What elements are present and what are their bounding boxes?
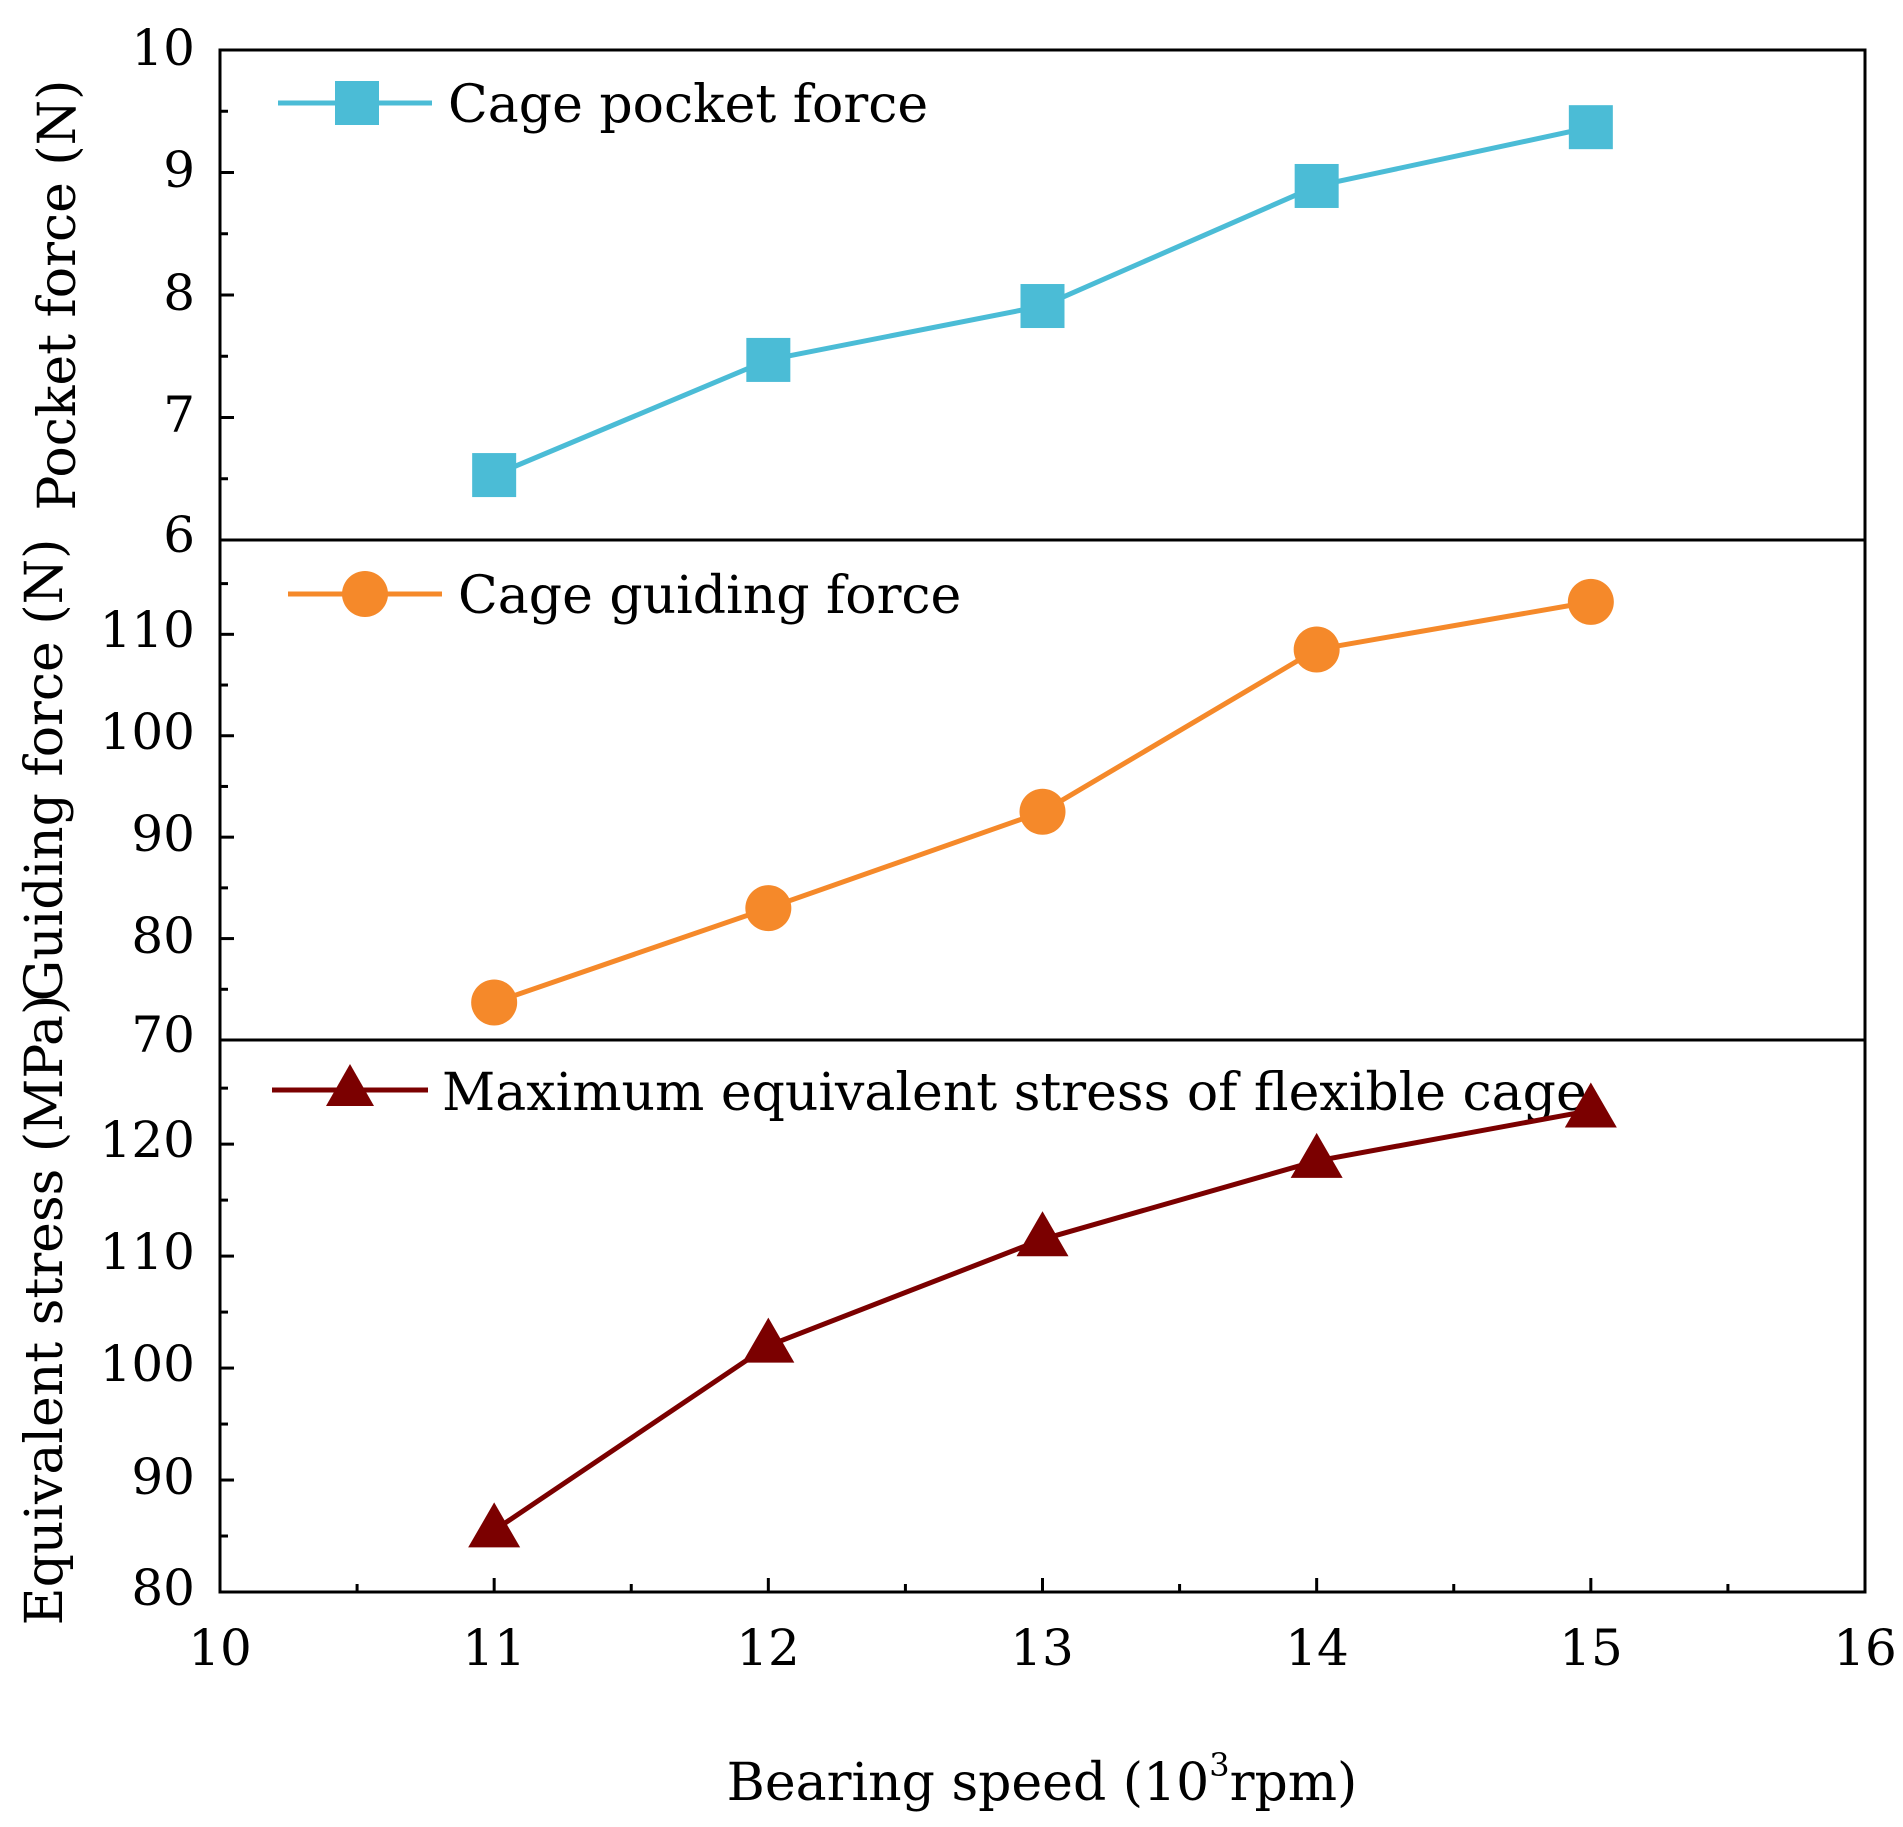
x-tick-label: 16 xyxy=(1833,1619,1897,1677)
y-tick-labels: 110 100 90 80 70 xyxy=(100,601,195,1064)
legend-label: Cage pocket force xyxy=(448,75,928,135)
series-guiding-force xyxy=(471,578,1614,1026)
legend-label: Cage guiding force xyxy=(458,566,961,626)
y-ticks xyxy=(220,48,234,542)
y-tick-labels: 10 9 8 7 6 xyxy=(131,19,195,564)
data-point-circle xyxy=(1567,578,1614,625)
x-tick-label: 10 xyxy=(188,1619,252,1677)
data-point-triangle xyxy=(1290,1132,1343,1178)
y-tick-label: 110 xyxy=(100,1223,195,1281)
y-tick-label: 80 xyxy=(131,1559,195,1617)
y-tick-label: 8 xyxy=(163,264,195,322)
data-point-square xyxy=(1294,163,1339,208)
panel-pocket-force: 10 9 8 7 6 Pocket force (N) Cage pocket … xyxy=(28,19,1867,564)
y-tick-label: 90 xyxy=(131,1448,195,1506)
y-tick-label: 6 xyxy=(163,506,195,564)
y-tick-labels: 120 110 100 90 80 xyxy=(100,1111,195,1617)
legend-guiding-force: Cage guiding force xyxy=(288,566,961,626)
series-pocket-force xyxy=(472,105,1613,498)
y-ticks xyxy=(220,582,234,1042)
x-axis: 10 11 12 13 14 15 16 Bearing speed (103r… xyxy=(188,1578,1897,1813)
y-tick-label: 70 xyxy=(131,1006,195,1064)
panel-equivalent-stress: 120 110 100 90 80 Equivalent stress (MPa… xyxy=(15,995,1867,1626)
panel-guiding-force: 110 100 90 80 70 Guiding force (N) Cage … xyxy=(15,538,1867,1064)
data-point-square xyxy=(746,337,791,382)
series-line xyxy=(492,1108,1592,1533)
y-tick-label: 100 xyxy=(100,703,195,761)
data-point-triangle xyxy=(1016,1211,1069,1257)
data-point-square xyxy=(1568,105,1613,150)
data-point-circle xyxy=(471,979,518,1026)
y-tick-label: 80 xyxy=(131,907,195,965)
x-axis-title-main: Bearing speed (10 xyxy=(727,1753,1210,1813)
legend-equivalent-stress: Maximum equivalent stress of flexible ca… xyxy=(272,1063,1587,1123)
x-tick-label: 12 xyxy=(736,1619,800,1677)
data-point-triangle xyxy=(742,1317,795,1363)
x-axis-title: Bearing speed (103rpm) xyxy=(727,1746,1358,1813)
y-tick-label: 110 xyxy=(100,601,195,659)
legend-circle-marker xyxy=(342,571,388,617)
x-tick-label: 11 xyxy=(462,1619,526,1677)
y-tick-label: 10 xyxy=(131,19,195,77)
data-point-triangle xyxy=(468,1502,521,1548)
y-tick-label: 100 xyxy=(100,1335,195,1393)
y-tick-label: 9 xyxy=(163,141,195,199)
legend-triangle-marker xyxy=(326,1064,374,1106)
x-axis-title-superscript: 3 xyxy=(1209,1746,1229,1784)
x-ticks xyxy=(218,1578,1867,1592)
y-axis-title-guiding-force: Guiding force (N) xyxy=(15,539,75,1002)
legend-label: Maximum equivalent stress of flexible ca… xyxy=(442,1063,1587,1123)
legend-pocket-force: Cage pocket force xyxy=(278,75,928,135)
data-point-circle xyxy=(1293,626,1340,673)
y-tick-label: 7 xyxy=(163,386,195,444)
data-point-triangle xyxy=(1564,1082,1617,1128)
data-point-square xyxy=(1020,284,1065,329)
y-axis-title-equivalent-stress: Equivalent stress (MPa) xyxy=(15,995,75,1626)
y-ticks xyxy=(220,1086,234,1594)
y-axis-title-pocket-force: Pocket force (N) xyxy=(28,80,88,511)
x-axis-title-tail: rpm) xyxy=(1230,1753,1358,1813)
data-point-circle xyxy=(1019,788,1066,835)
y-tick-label: 120 xyxy=(100,1111,195,1169)
y-tick-label: 90 xyxy=(131,805,195,863)
data-point-square xyxy=(472,453,517,498)
x-tick-labels: 10 11 12 13 14 15 16 xyxy=(188,1619,1897,1677)
data-point-circle xyxy=(745,885,792,932)
x-tick-label: 14 xyxy=(1285,1619,1349,1677)
x-tick-label: 15 xyxy=(1559,1619,1623,1677)
x-tick-label: 13 xyxy=(1010,1619,1074,1677)
series-equivalent-stress xyxy=(468,1082,1617,1548)
legend-square-marker xyxy=(335,81,379,125)
